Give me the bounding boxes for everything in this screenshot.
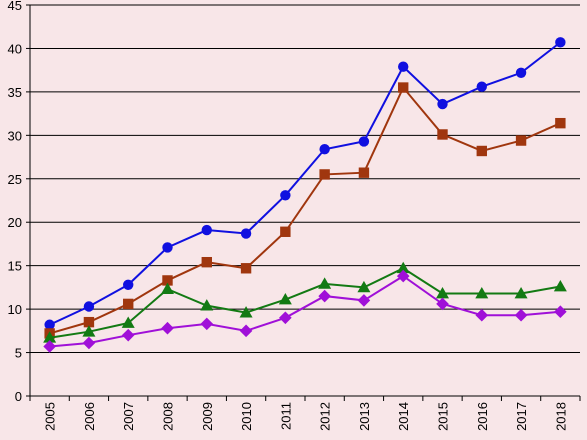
data-point [554, 305, 567, 319]
y-tick-label: 0 [15, 389, 22, 404]
x-tick-label: 2011 [278, 402, 293, 430]
data-point [43, 340, 56, 353]
data-point [44, 319, 55, 330]
data-point [83, 316, 95, 328]
data-point [280, 226, 291, 237]
data-point [82, 336, 96, 350]
data-point [201, 256, 212, 268]
series-3 [43, 261, 567, 343]
data-point [396, 261, 410, 274]
data-point [123, 279, 134, 290]
data-point [319, 144, 330, 155]
data-point [436, 286, 449, 299]
y-tick-label: 45 [8, 0, 22, 13]
x-tick-label: 2006 [82, 402, 97, 431]
data-point [239, 306, 253, 318]
data-point [240, 228, 252, 239]
y-tick-label: 20 [8, 215, 22, 230]
y-tick-label: 35 [8, 85, 22, 100]
y-tick-label: 15 [8, 259, 22, 274]
x-tick-label: 2009 [200, 402, 215, 431]
data-point [357, 280, 371, 293]
data-point [475, 308, 489, 322]
data-point [476, 145, 487, 157]
grid [30, 4, 580, 354]
data-point [398, 82, 409, 93]
data-point [318, 289, 331, 303]
series-group [43, 37, 567, 353]
data-point [280, 190, 291, 201]
series-line [49, 274, 561, 348]
data-point [161, 321, 174, 335]
series-4 [43, 269, 567, 353]
x-tick-label: 2010 [239, 402, 254, 431]
data-point [279, 311, 292, 325]
y-tick-label: 30 [8, 128, 22, 143]
data-point [555, 117, 566, 129]
data-point [476, 81, 487, 92]
data-point [437, 129, 448, 140]
data-point [475, 286, 489, 299]
x-tick-label: 2018 [553, 402, 568, 431]
data-point [318, 277, 332, 289]
data-point [123, 298, 134, 310]
x-tick-label: 2008 [161, 402, 176, 431]
y-tick-label: 40 [8, 41, 22, 56]
data-point [161, 282, 174, 295]
data-point [200, 299, 214, 311]
x-tick-label: 2007 [121, 402, 136, 431]
data-point [357, 294, 371, 307]
data-point [201, 224, 212, 236]
data-point [82, 325, 96, 337]
y-axis-ticks: 0 5 10 15 20 25 30 35 40 45 [8, 0, 30, 404]
data-point [200, 317, 214, 331]
data-point [437, 98, 448, 110]
data-point [358, 167, 370, 178]
x-tick-label: 2012 [318, 402, 333, 431]
data-point [121, 316, 135, 328]
y-tick-label: 25 [8, 172, 22, 187]
data-point [239, 324, 253, 338]
data-point [358, 136, 370, 147]
data-point [83, 301, 95, 312]
data-point [396, 269, 410, 283]
data-point [43, 331, 57, 343]
series-1 [44, 37, 566, 330]
series-line [49, 267, 561, 339]
data-point [514, 286, 528, 299]
x-tick-label: 2017 [514, 402, 529, 431]
x-tick-label: 2015 [436, 402, 451, 431]
data-point [240, 263, 252, 274]
x-axis-ticks: 2005 2006 2007 2008 2009 2010 2011 2012 2013 2014… [29, 396, 581, 431]
data-point [162, 275, 173, 286]
y-tick-label: 10 [8, 302, 22, 317]
data-point [436, 297, 449, 311]
x-tick-label: 2013 [357, 402, 372, 431]
x-tick-label: 2016 [475, 402, 490, 431]
y-tick-label: 5 [15, 346, 22, 361]
series-2 [44, 82, 566, 339]
data-point [278, 293, 292, 305]
series-line [49, 41, 561, 326]
data-point [555, 37, 566, 48]
data-point [514, 308, 528, 322]
data-point [319, 169, 330, 180]
data-point [515, 135, 527, 146]
data-point [398, 61, 409, 72]
data-point [553, 280, 567, 292]
data-point [162, 242, 173, 253]
series-line [49, 85, 561, 335]
data-point [515, 67, 527, 78]
x-tick-label: 2014 [396, 402, 411, 431]
x-tick-label: 2005 [43, 402, 58, 431]
data-point [121, 328, 135, 342]
